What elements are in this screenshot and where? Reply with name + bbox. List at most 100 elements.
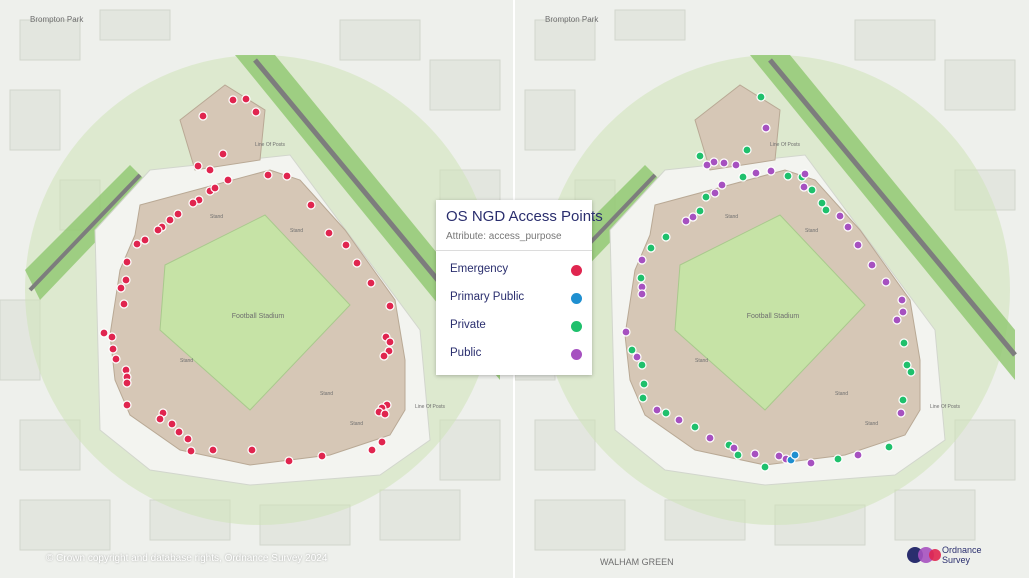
access-point-emergency[interactable] [208, 445, 218, 455]
access-point-public[interactable] [898, 307, 908, 317]
access-point-private[interactable] [783, 171, 793, 181]
access-point-emergency[interactable] [218, 149, 228, 159]
access-point-private[interactable] [742, 145, 752, 155]
access-point-private[interactable] [898, 395, 908, 405]
access-point-emergency[interactable] [140, 235, 150, 245]
access-point-private[interactable] [833, 454, 843, 464]
access-point-emergency[interactable] [263, 170, 273, 180]
access-point-public[interactable] [729, 443, 739, 453]
access-point-public[interactable] [621, 327, 631, 337]
access-point-public[interactable] [637, 255, 647, 265]
access-point-private[interactable] [906, 367, 916, 377]
access-point-public[interactable] [881, 277, 891, 287]
access-point-emergency[interactable] [317, 451, 327, 461]
access-point-private[interactable] [701, 192, 711, 202]
access-point-emergency[interactable] [119, 299, 129, 309]
access-point-public[interactable] [681, 216, 691, 226]
access-points-map-left[interactable]: Brompton Park Football Stadium Stand Stand S… [0, 0, 514, 578]
access-point-public[interactable] [719, 158, 729, 168]
access-point-public[interactable] [632, 352, 642, 362]
access-point-emergency[interactable] [251, 107, 261, 117]
access-point-private[interactable] [695, 151, 705, 161]
access-point-public[interactable] [731, 160, 741, 170]
access-point-public[interactable] [843, 222, 853, 232]
access-point-private[interactable] [661, 408, 671, 418]
access-point-emergency[interactable] [183, 434, 193, 444]
access-point-emergency[interactable] [306, 200, 316, 210]
access-point-private[interactable] [627, 345, 637, 355]
access-point-private[interactable] [884, 442, 894, 452]
access-point-public[interactable] [892, 315, 902, 325]
map-panel-access-purpose[interactable]: Brompton Park Football Stadium Stand Stand S… [515, 0, 1029, 578]
access-point-emergency[interactable] [193, 161, 203, 171]
access-point-emergency[interactable] [241, 94, 251, 104]
access-points-map-right[interactable]: Brompton Park Football Stadium Stand Stand S… [515, 0, 1029, 578]
access-point-emergency[interactable] [205, 165, 215, 175]
access-point-primary-public[interactable] [790, 450, 800, 460]
access-point-private[interactable] [690, 422, 700, 432]
access-point-emergency[interactable] [385, 301, 395, 311]
access-point-private[interactable] [756, 92, 766, 102]
access-point-private[interactable] [639, 379, 649, 389]
access-point-public[interactable] [750, 449, 760, 459]
access-point-public[interactable] [799, 182, 809, 192]
access-point-emergency[interactable] [198, 111, 208, 121]
access-point-private[interactable] [733, 450, 743, 460]
access-point-emergency[interactable] [99, 328, 109, 338]
access-point-private[interactable] [899, 338, 909, 348]
access-point-public[interactable] [897, 295, 907, 305]
access-point-emergency[interactable] [284, 456, 294, 466]
access-point-public[interactable] [751, 168, 761, 178]
access-point-private[interactable] [636, 273, 646, 283]
access-point-public[interactable] [761, 123, 771, 133]
access-point-private[interactable] [817, 198, 827, 208]
access-point-public[interactable] [800, 169, 810, 179]
access-point-public[interactable] [688, 212, 698, 222]
access-point-public[interactable] [867, 260, 877, 270]
access-point-public[interactable] [806, 458, 816, 468]
access-point-emergency[interactable] [174, 427, 184, 437]
access-point-emergency[interactable] [223, 175, 233, 185]
access-point-emergency[interactable] [352, 258, 362, 268]
access-point-public[interactable] [674, 415, 684, 425]
access-point-public[interactable] [710, 188, 720, 198]
access-point-emergency[interactable] [247, 445, 257, 455]
access-point-private[interactable] [695, 206, 705, 216]
access-point-emergency[interactable] [132, 239, 142, 249]
map-panel-emergency[interactable]: Brompton Park Football Stadium Stand Stand S… [0, 0, 514, 578]
access-point-public[interactable] [766, 166, 776, 176]
access-point-emergency[interactable] [153, 225, 163, 235]
access-point-emergency[interactable] [282, 171, 292, 181]
access-point-private[interactable] [661, 232, 671, 242]
access-point-public[interactable] [853, 450, 863, 460]
access-point-emergency[interactable] [228, 95, 238, 105]
access-point-emergency[interactable] [122, 257, 132, 267]
access-point-private[interactable] [902, 360, 912, 370]
access-point-emergency[interactable] [165, 215, 175, 225]
access-point-emergency[interactable] [341, 240, 351, 250]
access-point-public[interactable] [637, 289, 647, 299]
access-point-emergency[interactable] [210, 183, 220, 193]
access-point-emergency[interactable] [366, 278, 376, 288]
access-point-public[interactable] [702, 160, 712, 170]
access-point-emergency[interactable] [111, 354, 121, 364]
access-point-emergency[interactable] [379, 351, 389, 361]
access-point-emergency[interactable] [380, 409, 390, 419]
access-point-public[interactable] [896, 408, 906, 418]
access-point-emergency[interactable] [173, 209, 183, 219]
access-point-emergency[interactable] [116, 283, 126, 293]
access-point-private[interactable] [638, 393, 648, 403]
access-point-emergency[interactable] [385, 337, 395, 347]
access-point-emergency[interactable] [324, 228, 334, 238]
access-point-public[interactable] [853, 240, 863, 250]
access-point-public[interactable] [652, 405, 662, 415]
access-point-emergency[interactable] [155, 414, 165, 424]
access-point-emergency[interactable] [121, 275, 131, 285]
access-point-emergency[interactable] [188, 198, 198, 208]
access-point-emergency[interactable] [367, 445, 377, 455]
access-point-emergency[interactable] [186, 446, 196, 456]
access-point-private[interactable] [807, 185, 817, 195]
access-point-private[interactable] [821, 205, 831, 215]
access-point-private[interactable] [738, 172, 748, 182]
access-point-emergency[interactable] [167, 419, 177, 429]
